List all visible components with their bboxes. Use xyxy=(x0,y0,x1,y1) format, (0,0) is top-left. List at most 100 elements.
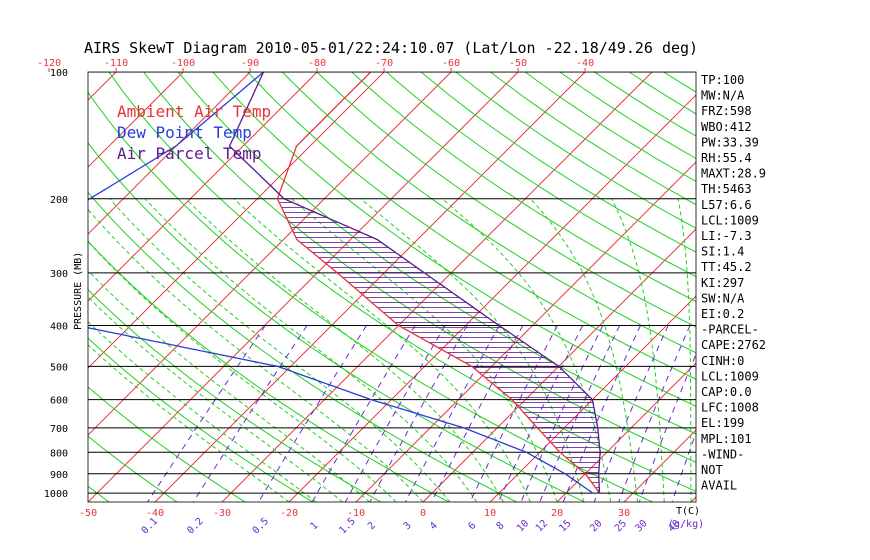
bottom-temp-tick-label: -30 xyxy=(213,508,231,519)
dry-adiabat-line xyxy=(803,72,870,502)
y-axis-label: PRESSURE (MB) xyxy=(73,252,84,330)
dry-adiabat-line xyxy=(88,240,450,502)
top-temp-tick-label: -100 xyxy=(171,58,195,69)
dry-adiabat-line xyxy=(108,72,696,492)
mixing-ratio-line xyxy=(593,325,669,502)
mixing-ratio-tick-label: 30 xyxy=(633,518,649,534)
dry-adiabat-line xyxy=(212,72,696,407)
mixing-ratio-line xyxy=(671,431,696,502)
dry-adiabat-line xyxy=(316,72,696,328)
dry-adiabat-line xyxy=(88,485,110,502)
isotherm-line xyxy=(88,72,117,101)
moist-adiabat-line xyxy=(88,269,370,502)
mixing-ratio-tick-label: 0.1 xyxy=(140,516,161,537)
top-temp-tick-label: -110 xyxy=(104,58,128,69)
dry-adiabat-line xyxy=(768,72,870,502)
top-temp-tick-label: -50 xyxy=(509,58,527,69)
stat-item: MW:N/A xyxy=(701,89,745,103)
dry-adiabat-line xyxy=(351,72,696,303)
mixing-ratio-tick-label: 12 xyxy=(534,518,550,534)
mixing-ratio-tick-label: 4 xyxy=(428,520,440,532)
mixing-ratio-tick-label: 1.5 xyxy=(337,516,358,537)
stat-item: LCL:1009 xyxy=(701,369,759,383)
plot-frame xyxy=(87,71,697,503)
stat-item: TT:45.2 xyxy=(701,260,752,274)
bottom-temp-tick-label: 30 xyxy=(618,508,630,519)
legend-entry: Ambient Air Temp xyxy=(117,102,271,121)
profile-lines xyxy=(88,72,601,494)
temp-unit-label: T(C) xyxy=(676,506,700,517)
dew-point-temp-line xyxy=(88,72,594,494)
isotherm-line xyxy=(88,72,385,369)
isotherm-line xyxy=(88,72,452,436)
stat-item: CAP:0.0 xyxy=(701,385,752,399)
stat-item: MAXT:28.9 xyxy=(701,167,766,181)
mixing-ratio-line xyxy=(520,325,604,502)
stat-item: CAPE:2762 xyxy=(701,338,766,352)
mixing-ratio-line xyxy=(258,325,367,502)
stat-item: CINH:0 xyxy=(701,354,744,368)
isotherm-line xyxy=(88,72,519,502)
moist-adiabat-line xyxy=(88,240,397,502)
mixing-ratio-tick-label: 15 xyxy=(557,518,573,534)
legend: Ambient Air Temp Dew Point Temp Air Parcel… xyxy=(117,102,271,163)
pressure-tick-label: 100 xyxy=(50,68,68,79)
bottom-temp-tick-label: 0 xyxy=(420,508,426,519)
stat-item: FRZ:598 xyxy=(701,104,752,118)
stat-item: LCL:1009 xyxy=(701,213,759,227)
mixing-ratio-tick-label: 0.5 xyxy=(251,516,272,537)
isotherm-line xyxy=(825,72,870,502)
stat-item: MPL:101 xyxy=(701,432,752,446)
top-temp-tick-label: -40 xyxy=(576,58,594,69)
moist-adiabat-line xyxy=(88,296,344,502)
dry-adiabat-line xyxy=(88,142,585,502)
pressure-tick-label: 600 xyxy=(50,396,68,407)
stat-item: -WIND- xyxy=(701,447,744,461)
pressure-tick-label: 500 xyxy=(50,362,68,373)
bottom-temp-tick-label: -10 xyxy=(347,508,365,519)
stat-item: -PARCEL- xyxy=(701,323,759,337)
dry-adiabat-line xyxy=(88,386,246,502)
stat-item: KI:297 xyxy=(701,276,744,290)
ambient-air-temp-line xyxy=(276,72,601,494)
moist-adiabat-line xyxy=(677,198,692,502)
pressure-tick-label: 200 xyxy=(50,195,68,206)
bottom-temp-tick-label: -40 xyxy=(146,508,164,519)
moist-adiabat-line xyxy=(233,198,531,502)
stat-item: LI:-7.3 xyxy=(701,229,752,243)
stat-item: RH:55.4 xyxy=(701,151,752,165)
moist-adiabat-line xyxy=(611,198,665,502)
dry-adiabat-line xyxy=(420,72,696,253)
top-temp-tick-label: -90 xyxy=(241,58,259,69)
mixing-ratio-tick-label: 3 xyxy=(402,520,414,532)
pressure-tick-label: 300 xyxy=(50,269,68,280)
mixing-ratio-tick-label: 2 xyxy=(366,520,378,532)
dry-adiabat-line xyxy=(88,191,517,502)
bottom-temp-tick-label: 20 xyxy=(551,508,563,519)
chart-title: AIRS SkewT Diagram 2010-05-01/22:24:10.0… xyxy=(84,39,698,57)
pressure-tick-label: 900 xyxy=(50,470,68,481)
moist-adiabat-line xyxy=(109,198,451,502)
stat-item: PW:33.39 xyxy=(701,135,759,149)
moist-adiabat-line xyxy=(530,198,638,502)
dry-adiabat-line xyxy=(455,72,696,229)
top-temp-tick-label: -80 xyxy=(308,58,326,69)
mixing-ratio-line xyxy=(638,352,696,502)
mixing-ratio-tick-label: 0.2 xyxy=(185,516,206,537)
stat-item: SW:N/A xyxy=(701,291,745,305)
isotherm-line xyxy=(422,228,696,502)
mixing-ratio-tick-label: 10 xyxy=(515,518,531,534)
moist-adiabat-line xyxy=(88,344,290,502)
moist-adiabat-line xyxy=(291,198,558,502)
stat-item: TP:100 xyxy=(701,73,744,87)
isotherm-line xyxy=(758,72,870,502)
top-temp-tick-label: -120 xyxy=(37,58,61,69)
legend-entry: Dew Point Temp xyxy=(117,123,252,142)
dry-adiabat-line xyxy=(88,337,314,502)
mixing-ratio-line xyxy=(369,325,468,502)
mixing-ratio-line xyxy=(147,325,266,502)
isotherm-line xyxy=(288,94,696,502)
top-temp-tick-label: -70 xyxy=(375,58,393,69)
stat-item: TH:5463 xyxy=(701,182,752,196)
